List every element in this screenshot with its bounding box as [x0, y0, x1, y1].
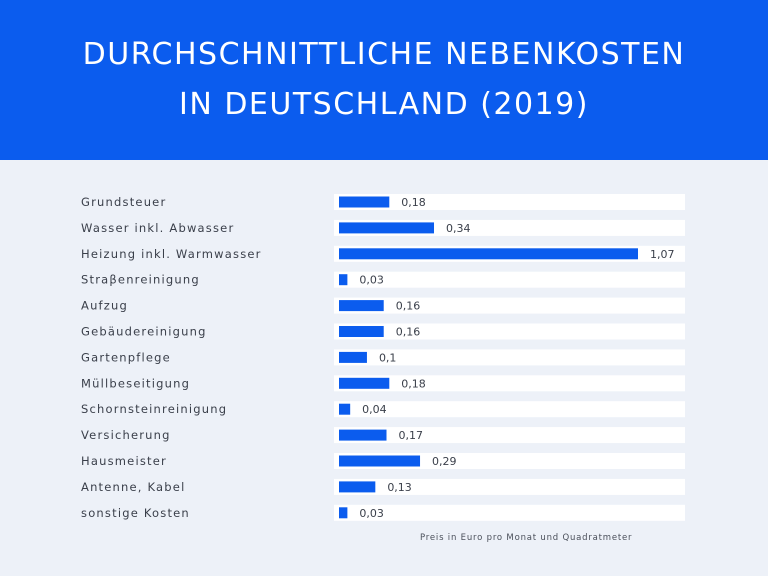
category-label: Müllbeseitigung — [81, 376, 190, 390]
value-label: 0,29 — [432, 455, 457, 468]
bar-track — [334, 478, 685, 495]
category-label: Gartenpflege — [81, 350, 171, 364]
bar-track — [334, 401, 685, 418]
value-label: 0,13 — [387, 481, 412, 494]
value-label: 0,17 — [399, 429, 424, 442]
value-label: 0,18 — [401, 377, 426, 390]
bar-track — [334, 349, 685, 366]
bar-track — [334, 194, 685, 210]
category-label: Heizung inkl. Warmwasser — [81, 247, 262, 261]
bar-track — [334, 504, 685, 521]
bar — [339, 196, 390, 208]
value-label: 0,04 — [362, 403, 387, 416]
category-label: Hausmeister — [81, 454, 167, 468]
value-label: 0,03 — [359, 274, 384, 287]
bar — [339, 455, 421, 467]
value-label: 0,1 — [379, 351, 397, 364]
value-label: 0,16 — [396, 326, 421, 339]
value-label: 0,18 — [401, 196, 426, 209]
bar-track — [334, 375, 685, 392]
bar-track — [334, 323, 685, 340]
bar — [339, 351, 367, 363]
chart-title-line-2: IN DEUTSCHLAND (2019) — [179, 87, 589, 122]
category-label: Versicherung — [81, 428, 171, 442]
bar — [339, 481, 376, 493]
bar-track — [334, 453, 685, 469]
value-label: 0,16 — [396, 300, 421, 313]
bar — [339, 326, 384, 337]
category-label: Wasser inkl. Abwasser — [81, 221, 234, 235]
bar — [339, 377, 390, 389]
bar — [339, 429, 387, 441]
category-label: sonstige Kosten — [81, 506, 190, 520]
value-label: 1,07 — [650, 248, 675, 261]
category-label: Aufzug — [81, 299, 128, 313]
category-label: Straβenreinigung — [81, 273, 200, 287]
chart-title-line-1: DURCHSCHNITTLICHE NEBENKOSTEN — [82, 37, 686, 72]
category-label: Schornsteinreinigung — [81, 402, 227, 416]
category-label: Antenne, Kabel — [81, 480, 185, 494]
bar-track — [334, 271, 685, 288]
value-label: 0,34 — [446, 222, 471, 235]
category-label: Gebäudereinigung — [81, 325, 207, 339]
category-label: Grundsteuer — [81, 195, 166, 209]
bar-track — [334, 297, 685, 314]
bar — [339, 274, 348, 286]
bar — [339, 300, 384, 312]
header-banner: DURCHSCHNITTLICHE NEBENKOSTEN IN DEUTSCH… — [0, 0, 768, 160]
bar — [339, 248, 638, 260]
bar — [339, 507, 348, 519]
bar-track — [334, 427, 685, 444]
bar — [339, 222, 435, 234]
chart-note: Preis in Euro pro Monat und Quadratmeter — [420, 533, 633, 543]
value-label: 0,03 — [359, 507, 384, 520]
bar — [339, 403, 351, 415]
